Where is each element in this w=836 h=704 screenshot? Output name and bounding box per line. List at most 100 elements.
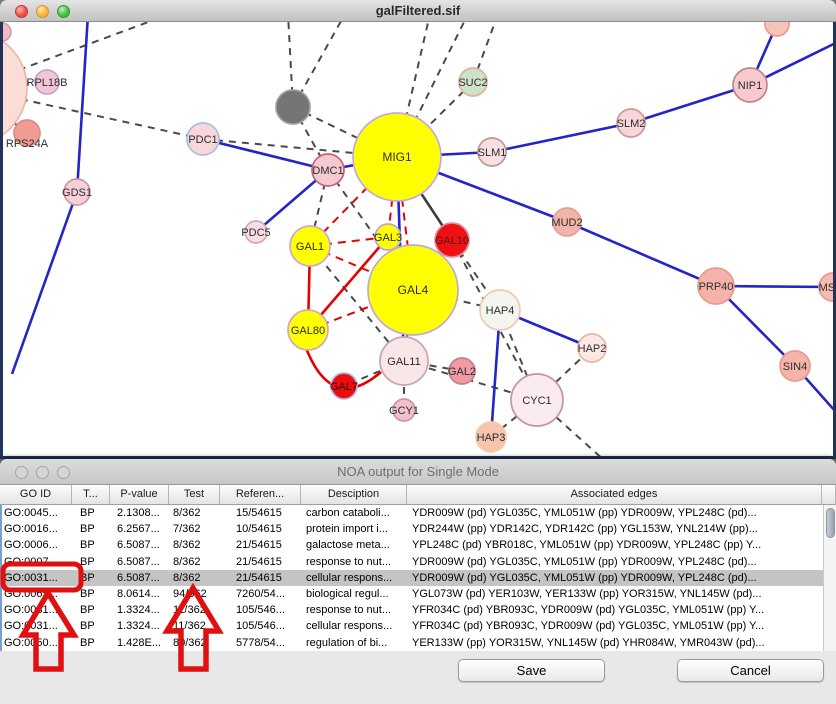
edge-grayDash[interactable] [396, 22, 430, 158]
column-header-assoc[interactable]: Associated edges [407, 485, 822, 504]
cell-reference: 21/54615 [236, 571, 282, 584]
edge-blue[interactable] [715, 284, 833, 289]
node-MSL1[interactable] [818, 272, 833, 302]
table-row-3[interactable]: GO:0006... BP 6.5087... 8/362 21/54615 galact… [2, 537, 836, 553]
cell-assoc: YDR009W (pd) YGL035C, YML051W (pp) YDR00… [412, 555, 757, 568]
table-row-8[interactable]: GO:0031... BP 1.3324... 11/362 105/546... cel… [2, 618, 836, 634]
edge-grayDash[interactable] [396, 81, 474, 158]
cell-assoc: YGL073W (pd) YER103W, YER133W (pp) YOR31… [412, 588, 762, 601]
network-canvas[interactable]: RPL18B RPS24A GDS1 PDC1 DMC1 MIG1 PDC5 GAL1 GAL3… [0, 22, 836, 459]
zoom-button[interactable] [57, 465, 70, 479]
table-row-2[interactable]: GO:0016... BP 6.2567... 7/362 10/54615 protei… [2, 521, 836, 537]
edge-grayDash[interactable] [403, 360, 463, 372]
cell-reference: 7260/54... [236, 588, 285, 601]
edge-blue[interactable] [566, 220, 717, 288]
network-graph-svg[interactable]: RPL18B RPS24A GDS1 PDC1 DMC1 MIG1 PDC5 GAL1 GAL3… [3, 22, 833, 456]
node-GCY1[interactable] [392, 398, 416, 422]
node-gray1[interactable] [275, 89, 311, 125]
node-label-GAL3: GAL3 [374, 232, 402, 244]
edge-grayDash[interactable] [3, 22, 170, 88]
node-RPL18B[interactable] [34, 69, 60, 95]
node-SUC2[interactable] [458, 67, 488, 97]
node-label-GAL7: GAL7 [330, 381, 358, 393]
cell-type: BP [80, 523, 95, 536]
edge-blue[interactable] [10, 191, 79, 375]
node-PRP40[interactable] [697, 267, 735, 305]
cell-go_id: GO:0031... [4, 620, 58, 633]
cell-description: cellular respons... [306, 620, 393, 633]
node-GDS1[interactable] [63, 178, 91, 206]
node-SIN4[interactable] [779, 350, 811, 382]
minimize-button[interactable] [36, 465, 49, 479]
node-NIP1[interactable] [732, 67, 768, 103]
edge-blue[interactable] [489, 309, 502, 438]
cell-assoc: YDR244W (pp) YDR142C, YDR142C (pp) YGL15… [412, 523, 758, 536]
node-GAL80[interactable] [287, 309, 329, 351]
minimize-button[interactable] [36, 4, 49, 18]
close-button[interactable] [15, 4, 28, 18]
node-label-RPS24A: RPS24A [6, 138, 49, 150]
column-header-test[interactable]: Test [169, 485, 220, 504]
node-SLM1[interactable] [477, 137, 507, 167]
node-RPS24A[interactable] [13, 119, 41, 147]
column-header-go_id[interactable]: GO ID [0, 485, 72, 504]
column-header-type[interactable]: T... [72, 485, 110, 504]
node-SLM2[interactable] [616, 108, 646, 138]
vertical-scrollbar[interactable] [823, 505, 836, 651]
node-label-HAP4: HAP4 [486, 305, 515, 317]
table-row-5[interactable]: GO:0031... BP 6.5087... 8/362 21/54615 cellul… [2, 569, 836, 586]
edge-blue[interactable] [75, 22, 89, 193]
column-header-p_value[interactable]: P-value [110, 485, 169, 504]
table-row-1[interactable]: GO:0045... BP 2.1308... 8/362 15/54615 carbon… [2, 505, 836, 521]
edge-grayDash[interactable] [451, 239, 538, 401]
cancel-button[interactable]: Cancel [677, 659, 824, 682]
cell-go_id: GO:0065... [4, 588, 58, 601]
cell-assoc: YER133W (pp) YOR315W, YNL145W (pd) YHR08… [412, 636, 765, 649]
edge-blue[interactable] [491, 121, 632, 154]
cell-reference: 5778/54... [236, 636, 285, 649]
node-MUD2[interactable] [552, 207, 582, 237]
node-GAL1[interactable] [289, 225, 331, 267]
table-header-row: GO ID T... P-value Test Referen... Desciption… [0, 485, 836, 505]
node-GAL7[interactable] [330, 372, 358, 400]
edge-blue[interactable] [630, 83, 751, 125]
node-DMC1[interactable] [311, 153, 345, 187]
node-GAL11[interactable] [379, 336, 429, 386]
edge-blue[interactable] [202, 137, 329, 172]
node-HAP3[interactable] [475, 421, 507, 453]
node-HAP4[interactable] [479, 289, 521, 331]
zoom-button[interactable] [57, 4, 70, 18]
edge-grayDash[interactable] [490, 399, 538, 438]
node-GAL3[interactable] [374, 223, 402, 251]
table-row-6[interactable]: GO:0065... BP 8.0614... 94/362 7260/54... bio… [2, 586, 836, 602]
node-PDC5[interactable] [244, 220, 268, 244]
node-GAL2[interactable] [448, 357, 476, 385]
node-MIG1[interactable] [352, 112, 442, 202]
node-bigleft[interactable] [3, 31, 28, 145]
node-tiny[interactable] [3, 22, 12, 42]
save-button[interactable]: Save [458, 659, 605, 682]
cell-type: BP [80, 539, 95, 552]
table-body[interactable]: GO:0045... BP 2.1308... 8/362 15/54615 carbon… [0, 505, 836, 651]
node-GAL10[interactable] [434, 222, 470, 258]
noa-titlebar[interactable]: NOA output for Single Mode [0, 459, 836, 485]
column-header-reference[interactable]: Referen... [220, 485, 301, 504]
network-window: galFiltered.sif RPL18B RPS24A GDS1 PDC1 DMC1… [0, 0, 836, 459]
edge-blue[interactable] [749, 36, 833, 87]
column-header-description[interactable]: Desciption [301, 485, 407, 504]
table-row-7[interactable]: GO:0031... BP 1.3324... 11/362 105/546... res… [2, 602, 836, 618]
table-row-9[interactable]: GO:0050... BP 1.428E... 80/362 5778/54... reg… [2, 635, 836, 651]
cell-test: 8/362 [173, 555, 201, 568]
node-label-GCY1: GCY1 [389, 405, 419, 417]
node-PDC1[interactable] [186, 122, 220, 156]
node-CYC1[interactable] [510, 373, 564, 427]
scrollbar-thumb[interactable] [825, 508, 835, 538]
table-row-4[interactable]: GO:0007... BP 6.5087... 8/362 21/54615 respon… [2, 554, 836, 570]
close-button[interactable] [15, 465, 28, 479]
node-topcut[interactable] [764, 22, 790, 37]
node-label-SLM1: SLM1 [478, 147, 507, 159]
network-titlebar[interactable]: galFiltered.sif [0, 0, 836, 22]
node-label-DMC1: DMC1 [312, 165, 343, 177]
node-HAP2[interactable] [577, 333, 607, 363]
node-GAL4[interactable] [367, 244, 459, 336]
